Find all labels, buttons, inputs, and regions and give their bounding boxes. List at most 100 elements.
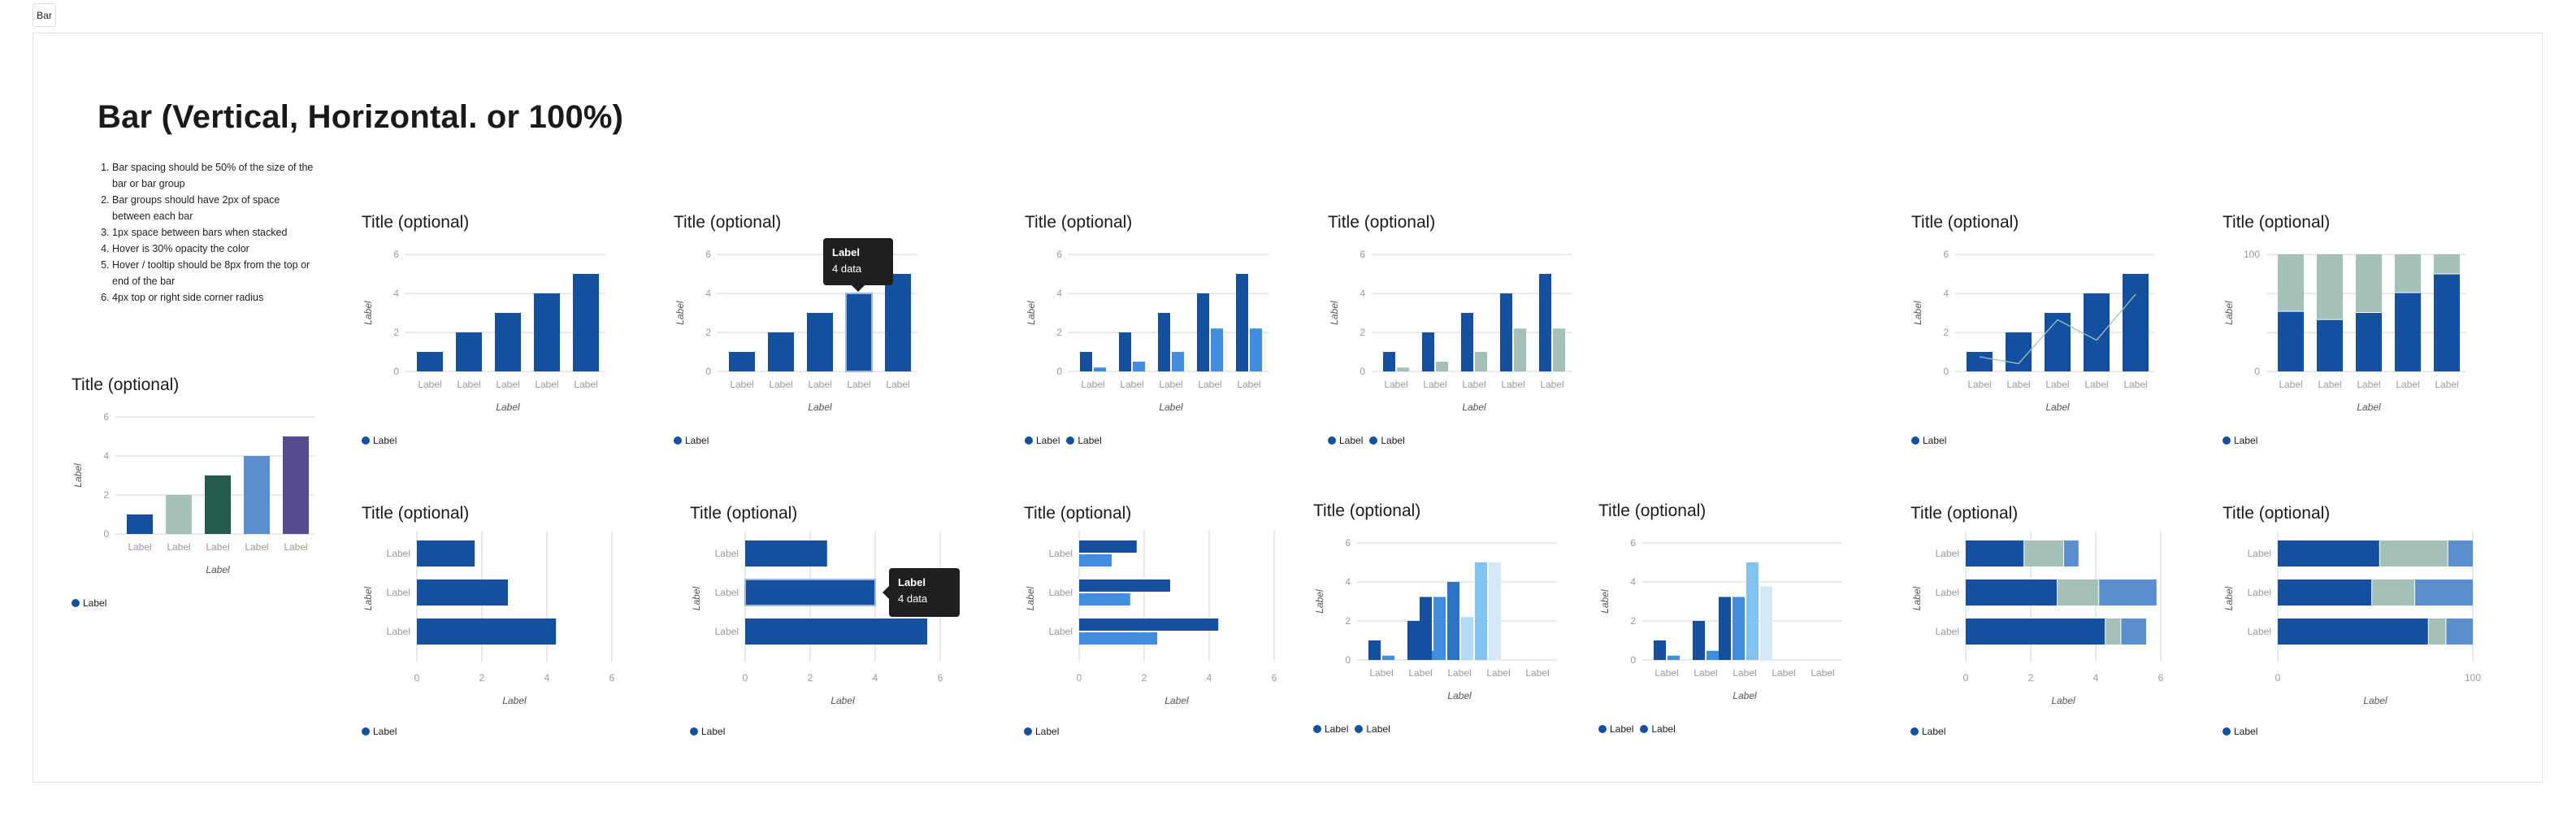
bar[interactable]: [1746, 562, 1759, 660]
bar[interactable]: [1118, 332, 1131, 371]
legend-item[interactable]: Label: [1313, 723, 1348, 735]
bar[interactable]: [2372, 579, 2414, 605]
bar[interactable]: [2316, 319, 2344, 371]
bar[interactable]: [1382, 655, 1395, 660]
bar[interactable]: [2278, 579, 2372, 605]
bar[interactable]: [1094, 367, 1107, 371]
bar[interactable]: [1966, 352, 1993, 371]
legend-item[interactable]: Label: [362, 435, 397, 446]
legend-item[interactable]: Label: [2223, 435, 2257, 446]
bar[interactable]: [1419, 597, 1432, 660]
bar[interactable]: [282, 436, 310, 534]
bar[interactable]: [1966, 619, 2105, 645]
bar[interactable]: [1157, 313, 1170, 371]
bar[interactable]: [2277, 254, 2305, 311]
bar[interactable]: [2448, 540, 2473, 566]
bar[interactable]: [806, 313, 834, 371]
bar[interactable]: [844, 293, 874, 372]
bar[interactable]: [533, 293, 561, 371]
legend-item[interactable]: Label: [1328, 435, 1363, 446]
bar[interactable]: [1966, 579, 2057, 605]
legend-item[interactable]: Label: [1640, 723, 1676, 735]
bar[interactable]: [1211, 328, 1224, 371]
bar[interactable]: [1718, 597, 1731, 660]
bar[interactable]: [126, 514, 154, 534]
bar[interactable]: [2277, 311, 2305, 371]
bar[interactable]: [1407, 621, 1420, 660]
bar[interactable]: [1421, 332, 1434, 371]
bar[interactable]: [416, 352, 444, 371]
bar[interactable]: [1475, 562, 1488, 660]
bar[interactable]: [1966, 540, 2024, 566]
bar[interactable]: [1079, 619, 1219, 631]
bar[interactable]: [1553, 328, 1566, 371]
bar[interactable]: [1692, 621, 1705, 660]
bar[interactable]: [1667, 655, 1680, 660]
bar[interactable]: [1760, 586, 1773, 660]
bar[interactable]: [417, 540, 475, 566]
bar[interactable]: [1436, 362, 1449, 371]
bar[interactable]: [2415, 579, 2473, 605]
legend-item[interactable]: Label: [1024, 726, 1059, 737]
bar[interactable]: [2428, 619, 2446, 645]
bar[interactable]: [1446, 582, 1459, 660]
bar[interactable]: [2105, 619, 2121, 645]
bar[interactable]: [2005, 332, 2032, 371]
bar[interactable]: [2355, 254, 2383, 312]
bar[interactable]: [1079, 540, 1137, 553]
bar[interactable]: [1172, 352, 1185, 371]
bar[interactable]: [1368, 640, 1381, 660]
bar[interactable]: [2024, 540, 2063, 566]
bar[interactable]: [745, 619, 927, 645]
bar[interactable]: [1514, 328, 1527, 371]
legend-item[interactable]: Label: [1355, 723, 1390, 735]
bar[interactable]: [1489, 562, 1502, 660]
legend-item[interactable]: Label: [1066, 435, 1102, 446]
bar[interactable]: [1250, 328, 1263, 371]
bar[interactable]: [728, 352, 756, 371]
bar[interactable]: [1397, 367, 1410, 371]
legend-item[interactable]: Label: [1025, 435, 1060, 446]
bar[interactable]: [1460, 313, 1473, 371]
legend-item[interactable]: Label: [1598, 723, 1633, 735]
bar[interactable]: [1079, 579, 1170, 592]
bar[interactable]: [2278, 619, 2428, 645]
tab-bar[interactable]: Bar: [33, 3, 56, 27]
bar[interactable]: [2446, 619, 2473, 645]
bar[interactable]: [2316, 254, 2344, 319]
bar[interactable]: [1475, 352, 1488, 371]
bar[interactable]: [1235, 274, 1248, 371]
bar[interactable]: [417, 619, 557, 645]
bar[interactable]: [572, 274, 600, 371]
bar[interactable]: [2394, 293, 2422, 371]
bar[interactable]: [2355, 313, 2383, 371]
bar[interactable]: [455, 332, 483, 371]
bar[interactable]: [2058, 579, 2099, 605]
legend-item[interactable]: Label: [1369, 435, 1405, 446]
bar[interactable]: [1538, 274, 1551, 371]
bar[interactable]: [2433, 274, 2461, 371]
bar[interactable]: [494, 313, 522, 371]
legend-item[interactable]: Label: [72, 597, 106, 609]
bar[interactable]: [2433, 254, 2461, 274]
bar[interactable]: [1382, 352, 1395, 371]
bar[interactable]: [2044, 313, 2071, 371]
bar[interactable]: [744, 579, 876, 606]
bar[interactable]: [1079, 632, 1157, 645]
bar[interactable]: [1706, 650, 1720, 660]
bar[interactable]: [2121, 619, 2146, 645]
bar[interactable]: [2064, 540, 2079, 566]
bar[interactable]: [1079, 352, 1092, 371]
legend-item[interactable]: Label: [1910, 726, 1945, 737]
bar[interactable]: [2099, 579, 2157, 605]
bar[interactable]: [204, 475, 232, 534]
bar[interactable]: [767, 332, 795, 371]
legend-item[interactable]: Label: [674, 435, 709, 446]
bar[interactable]: [1732, 597, 1745, 660]
bar[interactable]: [1499, 293, 1512, 371]
bar[interactable]: [1079, 554, 1112, 566]
bar[interactable]: [2122, 274, 2149, 371]
bar[interactable]: [1461, 617, 1474, 660]
bar[interactable]: [1433, 597, 1446, 660]
legend-item[interactable]: Label: [690, 726, 725, 737]
